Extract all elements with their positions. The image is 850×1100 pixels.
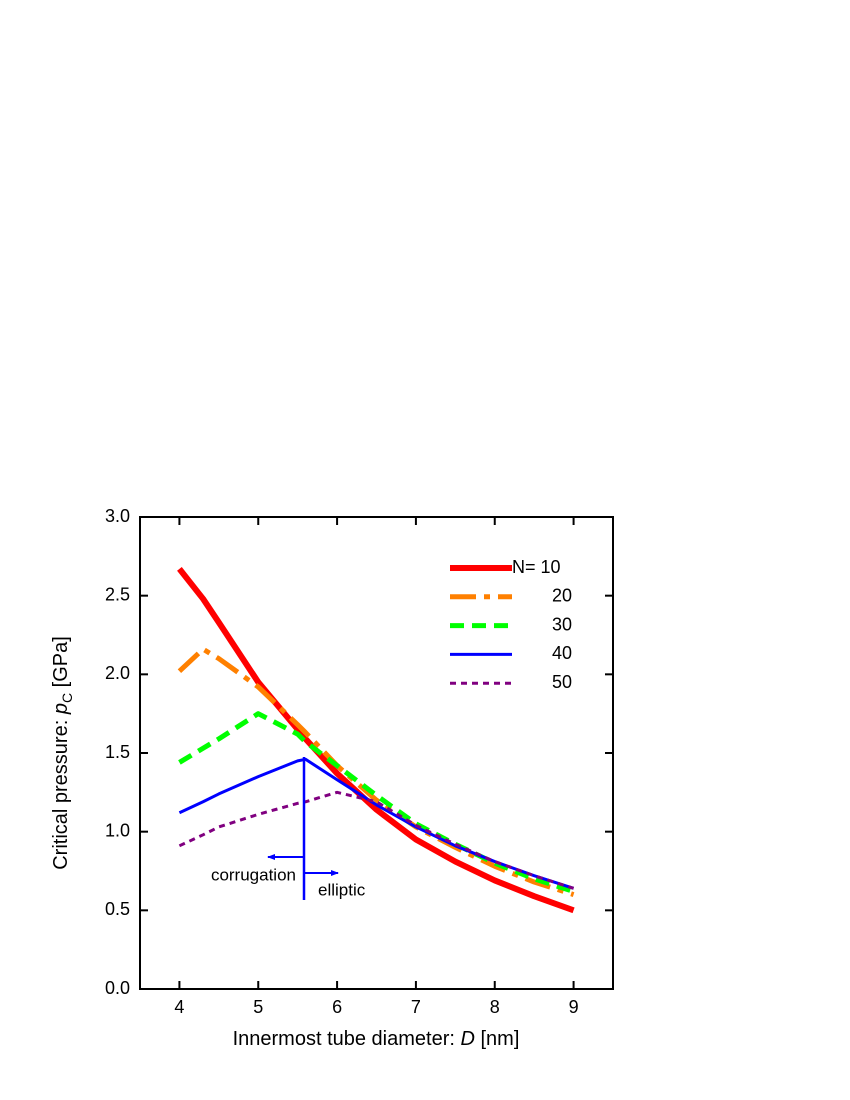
- plot-area: [177, 567, 575, 914]
- legend-label: N= 10: [512, 557, 561, 577]
- data-line: [177, 646, 575, 897]
- data-line: [178, 711, 575, 894]
- x-tick-label: 8: [490, 997, 500, 1017]
- x-axis-label: Innermost tube diameter: D [nm]: [233, 1028, 520, 1050]
- x-tick-label: 6: [332, 997, 342, 1017]
- data-line: [177, 567, 575, 914]
- x-tick-label: 5: [253, 997, 263, 1017]
- legend-label: 50: [552, 672, 572, 692]
- y-tick-label: 1.0: [105, 820, 130, 840]
- y-tick-label: 3.0: [105, 506, 130, 526]
- x-label-symbol: D: [460, 1028, 474, 1050]
- y-tick-label: 1.5: [105, 742, 130, 762]
- y-axis-label: Critical pressure: pC [GPa]: [50, 636, 74, 870]
- data-line: [178, 757, 575, 890]
- y-label-symbol: p: [50, 703, 72, 715]
- x-label-text: Innermost tube diameter:: [233, 1028, 461, 1050]
- y-tick-label: 0.5: [105, 899, 130, 919]
- legend-label: 40: [552, 643, 572, 663]
- annotation: corrugation: [211, 865, 296, 884]
- data-line: [178, 790, 575, 890]
- x-tick-label: 4: [174, 997, 184, 1017]
- y-label-text: Critical pressure:: [50, 714, 72, 870]
- legend-label: 30: [552, 614, 572, 634]
- y-label-subscript: C: [59, 693, 75, 703]
- y-tick-label: 2.0: [105, 663, 130, 683]
- annotation: elliptic: [318, 880, 366, 899]
- x-tick-label: 9: [569, 997, 579, 1017]
- x-tick-label: 7: [411, 997, 421, 1017]
- legend-label: 20: [552, 586, 572, 606]
- y-tick-label: 2.5: [105, 584, 130, 604]
- x-label-unit: [nm]: [475, 1028, 519, 1050]
- y-label-unit: [GPa]: [50, 636, 72, 693]
- plot-frame: [139, 516, 614, 990]
- y-tick-label: 0.0: [105, 978, 130, 998]
